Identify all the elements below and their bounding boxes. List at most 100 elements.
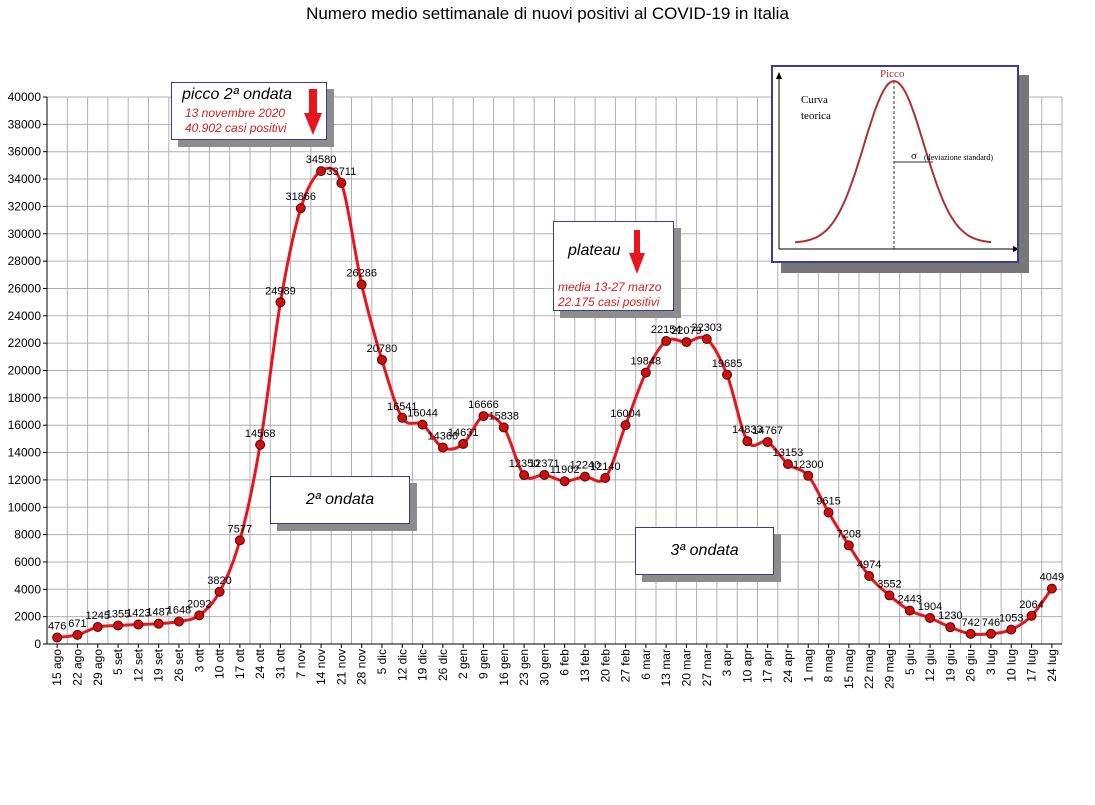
y-axis-ticks: 0 2000 4000 6000 8000 10000 12000 14000 16000 180… <box>8 90 47 651</box>
data-label: 14366 <box>428 431 459 443</box>
data-point <box>316 166 327 177</box>
x-tick-label: 17 ott <box>233 648 247 679</box>
data-label: 14833 <box>732 424 763 436</box>
data-label: 19848 <box>631 356 662 368</box>
data-point <box>579 471 590 482</box>
x-tick-label: 15 mag <box>842 649 856 689</box>
inset-curve-label-2: teorica <box>801 110 831 122</box>
inset-curve-label-1: Curva <box>801 94 828 106</box>
data-label: 16044 <box>407 408 438 420</box>
x-tick-label: 6 mar <box>639 649 653 680</box>
x-tick-label: 3 lug <box>984 649 998 675</box>
data-point <box>275 297 286 308</box>
chart-title: Numero medio settimanale di nuovi positi… <box>306 4 789 23</box>
data-label: 7208 <box>837 528 861 540</box>
data-point <box>965 628 976 639</box>
plateau-value: 22.175 casi positivi <box>558 295 660 309</box>
wave3-label-box: 3ª ondata <box>635 527 774 575</box>
data-label: 15838 <box>488 410 519 422</box>
x-tick-label: 26 giu <box>964 649 978 682</box>
x-tick-label: 19 set <box>152 648 166 681</box>
x-tick-label: 7 nov <box>294 649 308 678</box>
data-point <box>417 419 428 430</box>
data-label: 14631 <box>448 427 479 439</box>
data-point <box>376 354 387 365</box>
data-point <box>92 621 103 632</box>
data-label: 16004 <box>610 408 641 420</box>
data-label: 31866 <box>285 191 316 203</box>
y-tick-label: 24000 <box>8 309 42 323</box>
x-tick-label: 13 mar <box>659 649 673 686</box>
data-point <box>113 620 124 631</box>
data-label: 16666 <box>468 399 499 411</box>
x-tick-label: 9 gen <box>476 649 490 679</box>
data-label: 22303 <box>691 322 722 334</box>
data-label: 746 <box>982 617 1000 629</box>
data-label: 22154 <box>651 324 682 336</box>
x-tick-label: 20 mar <box>679 649 693 686</box>
plateau-period: media 13-27 marzo <box>558 280 662 294</box>
data-point <box>823 507 834 518</box>
y-tick-label: 38000 <box>8 117 42 131</box>
theoretical-curve-inset: Picco Curva teorica σ (deviazione standa… <box>771 65 1019 263</box>
data-point <box>701 334 712 345</box>
wave2-label: 2ª ondata <box>305 491 375 508</box>
data-label: 476 <box>48 620 66 632</box>
x-tick-label: 24 apr <box>781 649 795 683</box>
data-label: 24989 <box>265 285 296 297</box>
data-label: 2443 <box>898 594 922 606</box>
data-point <box>843 540 854 551</box>
data-point <box>356 279 367 290</box>
x-tick-label: 13 feb <box>578 649 592 683</box>
data-label: 12371 <box>529 458 560 470</box>
x-tick-label: 29 mag <box>882 649 896 689</box>
x-tick-label: 5 set <box>111 648 125 675</box>
data-point <box>722 369 733 380</box>
data-label: 1648 <box>167 604 191 616</box>
x-tick-label: 31 ott <box>273 648 287 679</box>
data-point <box>72 629 83 640</box>
data-points <box>52 166 1057 643</box>
inset-peak-label: Picco <box>880 68 905 80</box>
x-tick-label: 6 feb <box>558 649 572 676</box>
data-label: 11902 <box>550 464 580 476</box>
data-point <box>214 586 225 597</box>
y-tick-label: 4000 <box>14 582 41 596</box>
data-label: 19685 <box>712 358 743 370</box>
y-tick-label: 30000 <box>8 227 42 241</box>
data-label: 2092 <box>187 598 211 610</box>
x-tick-label: 29 ago <box>91 649 105 686</box>
x-tick-label: 3 apr <box>720 649 734 676</box>
x-tick-label: 10 apr <box>740 649 754 683</box>
y-tick-label: 0 <box>34 637 41 651</box>
data-label: 14767 <box>752 425 783 437</box>
data-label: 2064 <box>1019 599 1043 611</box>
data-point <box>640 367 651 378</box>
data-point <box>864 570 875 581</box>
inset-sigma-symbol: σ <box>911 150 917 162</box>
y-tick-label: 20000 <box>8 364 42 378</box>
data-point <box>234 535 245 546</box>
data-label: 671 <box>68 618 86 630</box>
data-point <box>295 203 306 214</box>
data-point <box>173 616 184 627</box>
x-tick-label: 22 ago <box>70 649 84 686</box>
peak-value: 40.902 casi positivi <box>185 121 287 135</box>
data-point <box>661 336 672 347</box>
data-point <box>194 610 205 621</box>
x-tick-label: 17 apr <box>761 649 775 683</box>
data-point <box>255 439 266 450</box>
wave3-label: 3ª ondata <box>670 542 739 559</box>
y-tick-label: 34000 <box>8 172 42 186</box>
x-tick-label: 3 ott <box>192 648 206 672</box>
data-point <box>803 470 814 481</box>
y-tick-label: 14000 <box>8 446 42 460</box>
data-point <box>478 411 489 422</box>
data-point <box>133 619 144 630</box>
data-point <box>1006 624 1017 635</box>
data-point <box>985 628 996 639</box>
data-label: 7577 <box>228 523 252 535</box>
data-label: 3552 <box>877 578 901 590</box>
